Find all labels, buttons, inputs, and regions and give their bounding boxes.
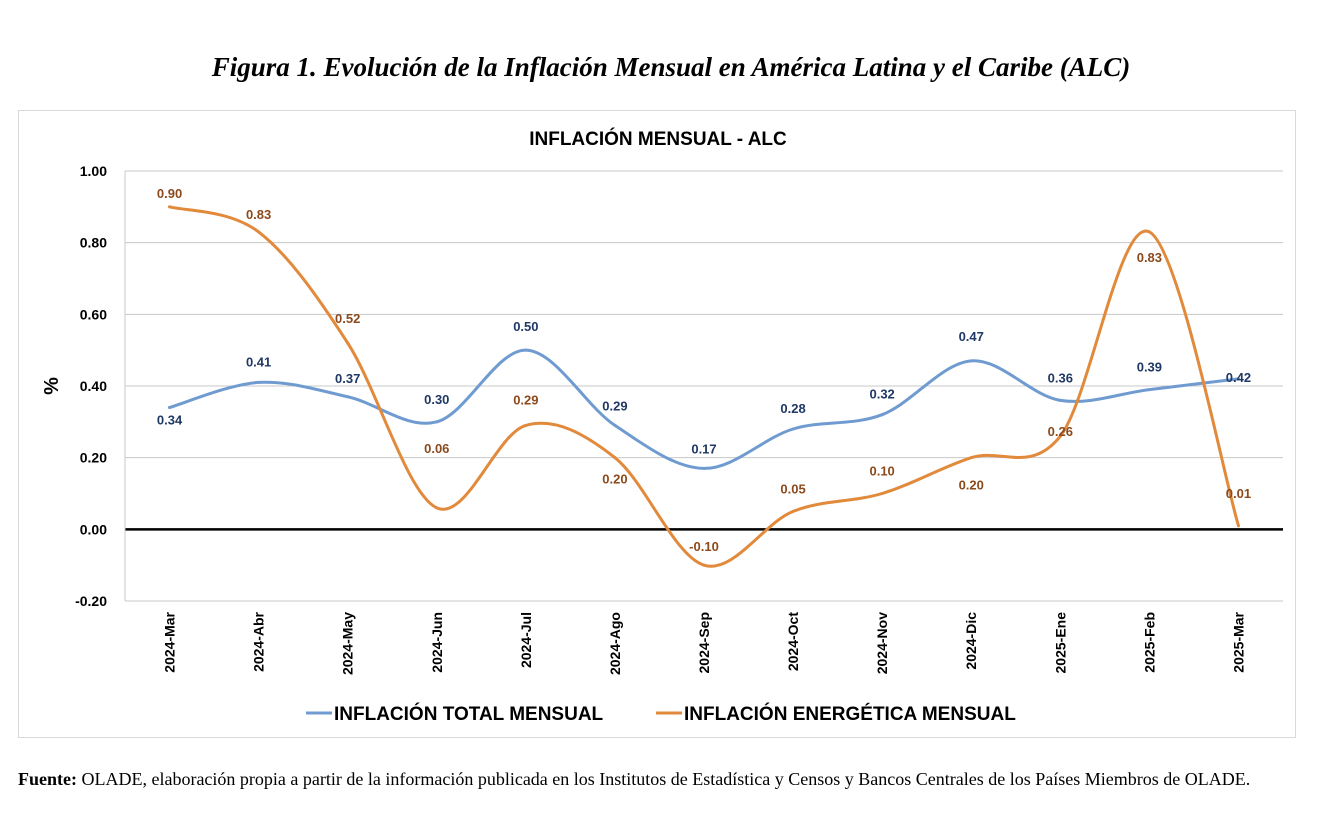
x-ticks: 2024-Mar 2024-Abr 2024-May 2024-Jun 2024-Jul… (162, 611, 1247, 675)
data-label: 0.52 (335, 311, 360, 326)
source-note: Fuente: OLADE, elaboración propia a part… (18, 766, 1318, 793)
data-point (346, 395, 350, 399)
data-point (1236, 377, 1240, 381)
data-point (613, 423, 617, 427)
data-label: 0.90 (157, 186, 182, 201)
x-tick-label: 2024-Sep (696, 612, 712, 673)
chart-title: INFLACIÓN MENSUAL - ALC (529, 128, 787, 150)
data-point (524, 423, 528, 427)
chart-frame (18, 110, 1296, 738)
data-point (880, 413, 884, 417)
x-tick-label: 2024-Dic (963, 612, 979, 670)
data-point (257, 380, 261, 384)
data-point (702, 466, 706, 470)
x-tick-label: 2025-Ene (1052, 612, 1068, 674)
x-tick-label: 2024-Jun (429, 612, 445, 673)
data-label: 0.10 (869, 464, 894, 479)
x-tick-label: 2024-Jul (518, 612, 534, 668)
data-point (969, 359, 973, 363)
data-label: 0.05 (780, 481, 805, 496)
data-label: -0.10 (689, 539, 719, 554)
data-label: 0.47 (959, 329, 984, 344)
data-point (613, 456, 617, 460)
data-label: 0.06 (424, 441, 449, 456)
figure-title: Figura 1. Evolución de la Inflación Mens… (211, 52, 1131, 82)
x-tick-label: 2024-Oct (785, 612, 801, 671)
legend: INFLACIÓN TOTAL MENSUAL INFLACIÓN ENERGÉT… (306, 703, 1016, 725)
data-point (346, 341, 350, 345)
data-point (435, 420, 439, 424)
y-tick-label: 1.00 (80, 163, 107, 179)
data-point (435, 506, 439, 510)
data-point (969, 456, 973, 460)
data-point (168, 406, 172, 409)
data-label: 0.28 (780, 401, 805, 416)
data-point (1236, 524, 1240, 528)
series-line (168, 205, 1240, 568)
y-ticks: 1.00 0.80 0.60 0.40 0.20 0.00 -0.20 (75, 163, 107, 609)
data-label: 0.30 (424, 392, 449, 407)
data-label: 0.83 (1137, 250, 1162, 265)
source-text: OLADE, elaboración propia a partir de la… (76, 769, 1251, 789)
data-point (1147, 230, 1151, 234)
data-label: 0.83 (246, 207, 271, 222)
data-label: 0.20 (602, 472, 627, 487)
x-tick-label: 2025-Feb (1141, 612, 1157, 673)
y-tick-label: 0.00 (80, 521, 107, 537)
data-point (524, 348, 528, 352)
data-label: 0.42 (1226, 370, 1251, 385)
data-label: 0.26 (1048, 424, 1073, 439)
data-label: 0.39 (1137, 360, 1162, 375)
data-point (791, 427, 795, 431)
data-point (1058, 398, 1062, 402)
y-axis-label: % (41, 377, 63, 395)
source-label: Fuente: (18, 769, 77, 789)
y-tick-label: 0.40 (80, 378, 107, 394)
y-tick-label: -0.20 (75, 593, 107, 609)
y-tick-label: 0.80 (80, 235, 107, 251)
data-label: 0.20 (959, 478, 984, 493)
data-label: 0.01 (1226, 486, 1251, 501)
x-tick-label: 2024-Ago (607, 612, 623, 675)
grid (124, 170, 1283, 602)
x-tick-label: 2024-Abr (251, 611, 267, 671)
data-label: 0.41 (246, 354, 271, 369)
data-point (168, 205, 172, 209)
data-label: 0.29 (513, 392, 538, 407)
data-label: 0.29 (602, 398, 627, 413)
data-label: 0.50 (513, 319, 538, 334)
x-tick-label: 2024-Nov (874, 612, 890, 674)
x-tick-label: 2025-Mar (1230, 611, 1246, 672)
data-point (1058, 434, 1062, 438)
data-label: 0.36 (1048, 370, 1073, 385)
data-label: 0.34 (157, 413, 183, 428)
data-point (880, 492, 884, 495)
data-point (1147, 388, 1151, 392)
x-tick-label: 2024-Mar (162, 611, 178, 672)
series-group: 0.34 0.41 0.37 0.30 0.50 0.29 0.17 0.28 0.32 0.47… (157, 186, 1251, 568)
legend-label: INFLACIÓN TOTAL MENSUAL (334, 703, 604, 725)
data-point (702, 563, 706, 567)
x-tick-label: 2024-May (340, 612, 356, 675)
data-label: 0.37 (335, 371, 360, 386)
data-point (791, 509, 795, 513)
series-line (168, 348, 1240, 470)
data-point (257, 230, 261, 234)
y-tick-label: 0.60 (80, 306, 107, 322)
data-label: 0.17 (691, 441, 716, 456)
y-tick-label: 0.20 (80, 450, 107, 466)
legend-label: INFLACIÓN ENERGÉTICA MENSUAL (684, 703, 1016, 725)
data-label: 0.32 (869, 387, 894, 402)
